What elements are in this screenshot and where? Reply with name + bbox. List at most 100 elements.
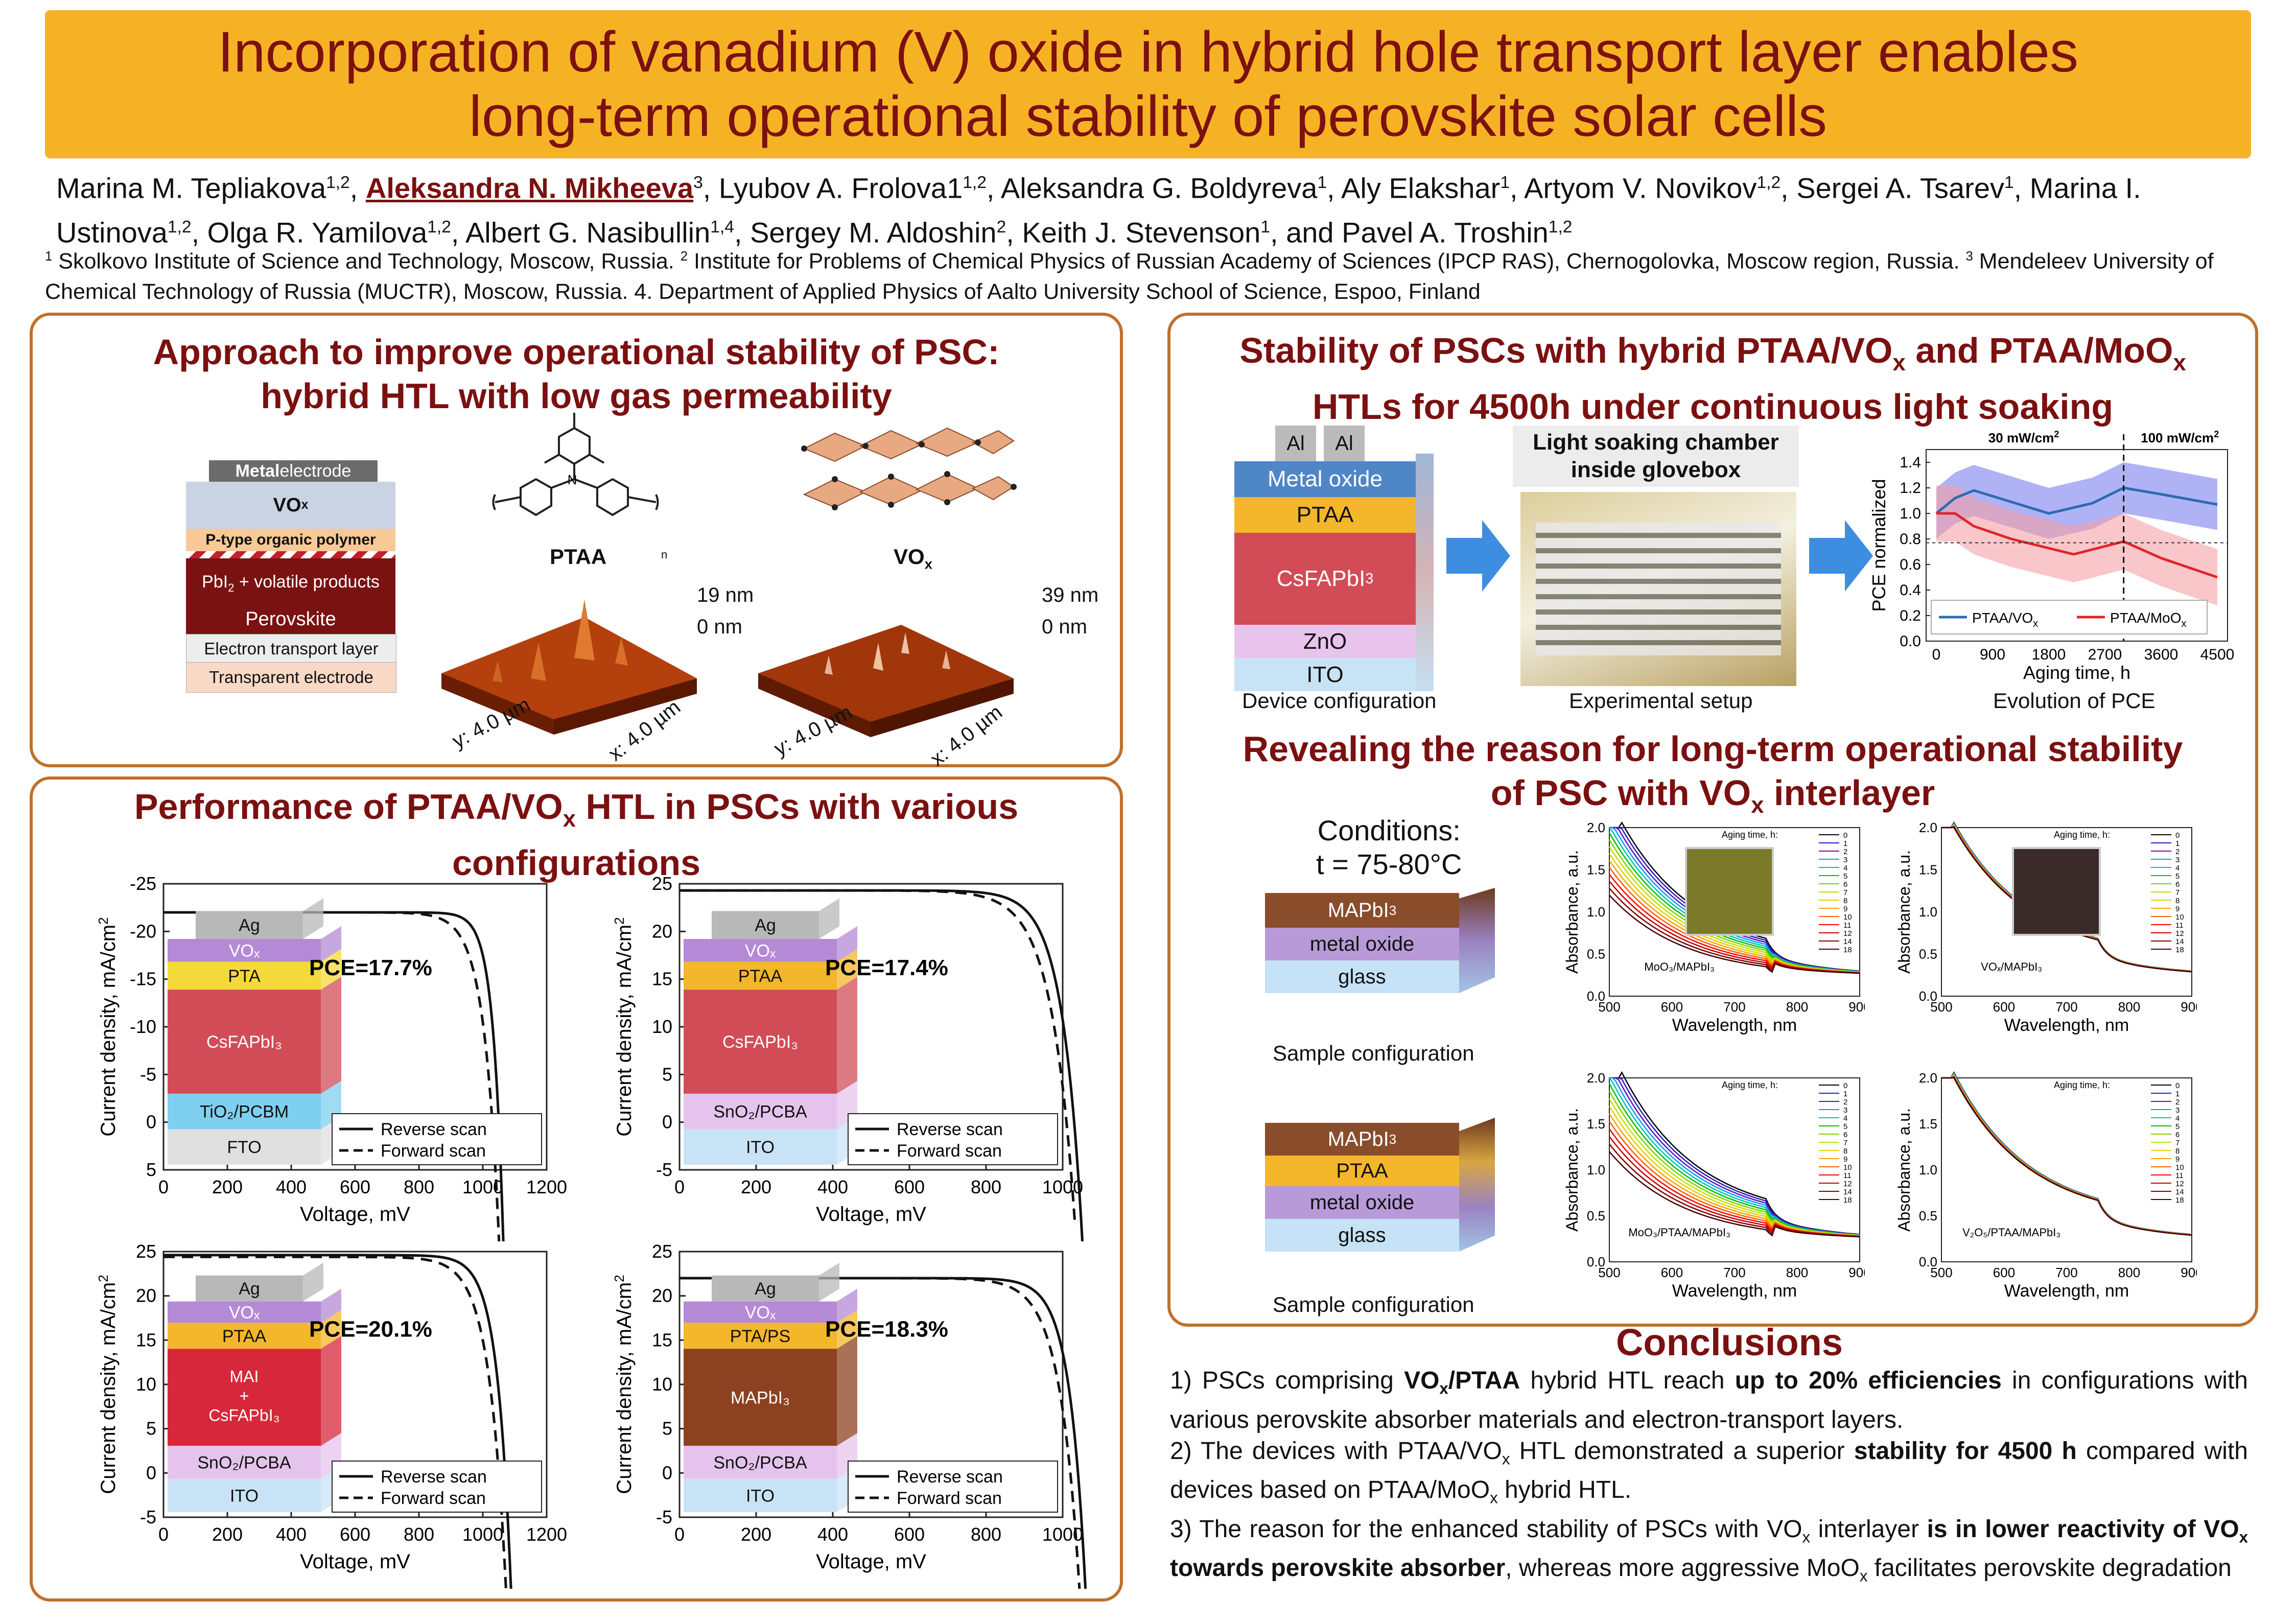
- y-tick-label: 0: [662, 1462, 672, 1483]
- spectrum-line: [1941, 1074, 2192, 1236]
- x-tick-label: 400: [817, 1524, 848, 1545]
- x-axis-label: Aging time, h: [2023, 662, 2130, 683]
- stack-side-face: [1416, 454, 1434, 691]
- glass-layer: glass: [1265, 1219, 1459, 1252]
- y-axis-label: Current density, mA/cm2: [96, 1275, 120, 1494]
- title-banner: Incorporation of vanadium (V) oxide in h…: [45, 10, 2251, 158]
- ito-layer: ITO: [1234, 658, 1416, 691]
- plot-frame: [1609, 1077, 1860, 1262]
- chamber-photo: [1520, 492, 1796, 686]
- legend-box: [332, 1461, 542, 1513]
- aging-legend-value: 18: [1843, 946, 1852, 954]
- c3-sub1: x: [1802, 1528, 1811, 1546]
- aging-legend-value: 11: [1843, 921, 1852, 930]
- x-tick-label: 700: [2055, 1265, 2077, 1280]
- y-tick-label: 2.0: [1919, 1070, 1937, 1086]
- x-tick-label: 600: [340, 1176, 370, 1197]
- x-axis-label: Wavelength, nm: [2004, 1016, 2129, 1035]
- x-tick-label: 0: [158, 1176, 169, 1197]
- vox-label-sub: x: [924, 556, 932, 572]
- spectrum-line: [1609, 895, 1860, 974]
- stack-layer-side: [837, 1288, 857, 1323]
- vox-label-text: VO: [894, 545, 925, 569]
- affil-sup: 3: [1965, 249, 1973, 264]
- stack-layer-side: [321, 926, 341, 962]
- x-tick-label: 900: [1848, 1265, 1865, 1280]
- aging-legend-value: 5: [1843, 872, 1847, 881]
- performance-title-line2: configurations: [452, 843, 701, 883]
- x-axis-label: Voltage, mV: [300, 1550, 410, 1573]
- y-tick-label: 10: [652, 1016, 672, 1037]
- author-sup: 1,4: [710, 217, 734, 237]
- c1c: /PTAA: [1448, 1367, 1520, 1394]
- sample-config-caption-1: Sample configuration: [1273, 1041, 1474, 1065]
- mapbi-layer: MAPbI 3: [1265, 893, 1459, 928]
- y-axis-label: Current density, mA/cm2: [612, 917, 636, 1136]
- y-tick-label: -10: [130, 1016, 156, 1037]
- y-tick-label: 0.4: [1900, 582, 1921, 599]
- plot-frame: [1941, 1077, 2192, 1262]
- x-tick-label: 800: [1786, 999, 1808, 1015]
- csfa-sub: 3: [1365, 570, 1374, 587]
- spectrum-line: [1941, 1076, 2192, 1236]
- c3e: , whereas more aggressive MoO: [1505, 1555, 1860, 1582]
- stack-layer-label: ITO: [746, 1138, 775, 1157]
- sample-config-2: MAPbI 3 PTAA metal oxide glass: [1265, 1118, 1500, 1271]
- aging-legend-value: 9: [1843, 1155, 1847, 1164]
- aging-legend-value: 2: [1843, 1098, 1847, 1107]
- y-tick-label: 0: [662, 1112, 672, 1133]
- x-tick-label: 600: [1661, 1265, 1683, 1280]
- reason-title-line2: of PSC with VOx interlayer: [1170, 771, 2255, 827]
- x-tick-label: 1800: [2032, 646, 2066, 663]
- stack-layer-label: MAI: [230, 1367, 259, 1385]
- stability-title-line1: Stability of PSCs with hybrid PTAA/VOx a…: [1170, 328, 2255, 385]
- reason-title-sub: x: [1751, 792, 1764, 818]
- x-tick-label: 200: [212, 1176, 243, 1197]
- c1e: up to 20% efficiencies: [1735, 1367, 2002, 1394]
- perf-title-b: HTL in PSCs with various: [576, 787, 1019, 827]
- aging-legend-value: 5: [2175, 872, 2180, 881]
- stack-layer-side: [303, 898, 323, 939]
- x-tick-label: 600: [1661, 999, 1683, 1015]
- stack-layer-label: FTO: [227, 1138, 261, 1157]
- stability-title-line2: HTLs for 4500h under continuous light so…: [1312, 387, 2114, 427]
- aging-legend-value: 8: [1843, 897, 1847, 905]
- vox-sub: x: [301, 498, 309, 512]
- perf-title-a: Performance of PTAA/VO: [134, 787, 563, 827]
- c1b: VO: [1404, 1367, 1440, 1394]
- author: , Olga R. Yamilova: [191, 216, 428, 249]
- stack-layer-side: [321, 1288, 341, 1323]
- y-tick-label: 2.0: [1587, 1070, 1605, 1086]
- author: , and Pavel A. Troshin: [1270, 216, 1549, 249]
- c2e: hybrid HTL.: [1497, 1476, 1632, 1504]
- aging-legend-value: 12: [2175, 1180, 2184, 1188]
- spectrum-line: [1941, 1072, 2192, 1235]
- y-tick-label: 1.5: [1919, 1116, 1937, 1132]
- legend-reverse-label: Reverse scan: [381, 1120, 487, 1139]
- stack-layer-label: TiO₂/PCBM: [200, 1102, 289, 1122]
- aging-legend-value: 8: [2175, 897, 2180, 905]
- y-tick-label: 25: [136, 1241, 156, 1262]
- stack-layer-label: Ag: [755, 1279, 776, 1299]
- x-tick-label: 0: [1932, 646, 1941, 663]
- legend-box: [848, 1461, 1058, 1513]
- afm-image-vox: [758, 625, 1014, 737]
- aging-legend-value: 8: [1843, 1147, 1847, 1156]
- absorbance-spectrum-1: 500 600 700 800 900 0.0 0.5 1.0 1.5 2.0 Wavelength…: [1563, 820, 1865, 1035]
- aging-legend-value: 0: [2175, 831, 2180, 840]
- jv-chart-3: 0 200 400 600 800 1000 12002520151050-5Voltage…: [96, 1241, 567, 1589]
- x-tick-label: 400: [276, 1524, 307, 1545]
- x-tick-label: 200: [212, 1524, 243, 1545]
- stack-layer: [684, 1093, 837, 1129]
- stack-layer: [684, 961, 837, 990]
- stack-layer-label: Ag: [239, 1279, 260, 1299]
- aging-legend-value: 3: [2175, 856, 2180, 864]
- legend-box: [1931, 600, 2208, 634]
- aging-legend-value: 9: [2175, 905, 2180, 913]
- pce-label: PCE=18.3%: [825, 1316, 948, 1341]
- y-tick-label: 25: [652, 873, 672, 894]
- x-tick-label: 0: [674, 1524, 685, 1545]
- spectrum-line: [1609, 1071, 1860, 1235]
- absorbance-spectrum-3: 500 600 700 800 900 0.0 0.5 1.0 1.5 2.0 Wavelength…: [1563, 1070, 1865, 1301]
- perovskite-text: Perovskite: [245, 608, 336, 630]
